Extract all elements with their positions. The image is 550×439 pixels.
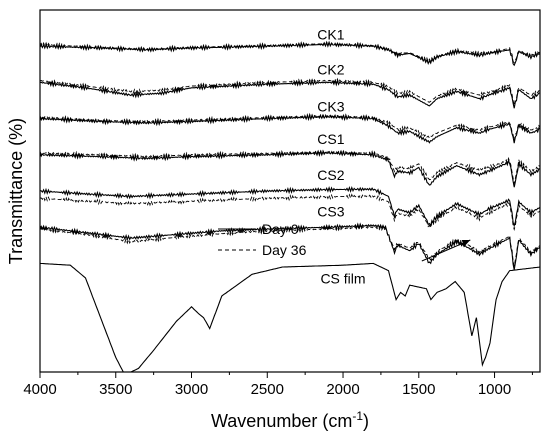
trace-cs3-day36 [39, 224, 541, 267]
trace-label-cs3: CS3 [317, 203, 344, 219]
trace-cs2-day36 [40, 193, 541, 231]
trace-cs1-day36 [39, 148, 541, 184]
x-tick-label-2000: 2000 [326, 381, 359, 398]
trace-ck3-day0 [39, 113, 541, 144]
trace-cs1-day0 [39, 149, 541, 188]
trace-label-cs-film: CS film [320, 270, 365, 286]
trace-ck1-day36 [39, 40, 541, 64]
legend-label-day36: Day 36 [262, 242, 307, 258]
trace-ck1-day0 [39, 41, 541, 67]
x-axis-ticks: 4000 3500 3000 2500 2000 1500 1000 [23, 372, 533, 398]
trace-label-ck1: CK1 [317, 27, 344, 43]
trace-label-group: CK1 CK2 CK3 CS1 CS2 CS3 CS film [317, 27, 365, 287]
x-axis-title: Wavenumber (cm-1) [211, 409, 369, 431]
x-tick-label-4000: 4000 [23, 381, 56, 398]
trace-cs-film-day0 [39, 262, 541, 373]
x-tick-label-1500: 1500 [402, 381, 435, 398]
trace-cs3-day0 [39, 222, 541, 270]
legend-label-day0: Day 0 [262, 221, 299, 237]
trace-label-ck2: CK2 [317, 61, 344, 77]
trace-cs2-day0 [39, 185, 541, 228]
x-tick-label-3500: 3500 [99, 381, 132, 398]
x-tick-label-1000: 1000 [478, 381, 511, 398]
annotation-arrow [421, 239, 471, 262]
y-axis-title: Transmittance (%) [6, 118, 26, 264]
annotation-arrow-head [461, 240, 471, 247]
x-tick-label-3000: 3000 [175, 381, 208, 398]
trace-ck2-day36 [39, 77, 541, 106]
trace-label-ck3: CK3 [317, 98, 344, 114]
annotation-arrow-shaft [421, 239, 471, 262]
x-axis-title-main: Wavenumber (cm [211, 411, 352, 431]
trace-label-cs1: CS1 [317, 131, 344, 147]
x-tick-label-2500: 2500 [251, 381, 284, 398]
trace-ck2-day0 [39, 79, 541, 109]
legend: Day 0 Day 36 [218, 221, 307, 258]
x-axis-title-suffix: ) [363, 411, 369, 431]
x-axis-title-superscript: -1 [352, 409, 363, 423]
trace-ck3-day36 [39, 112, 541, 141]
trace-label-cs2: CS2 [317, 167, 344, 183]
trace-group [39, 40, 541, 373]
